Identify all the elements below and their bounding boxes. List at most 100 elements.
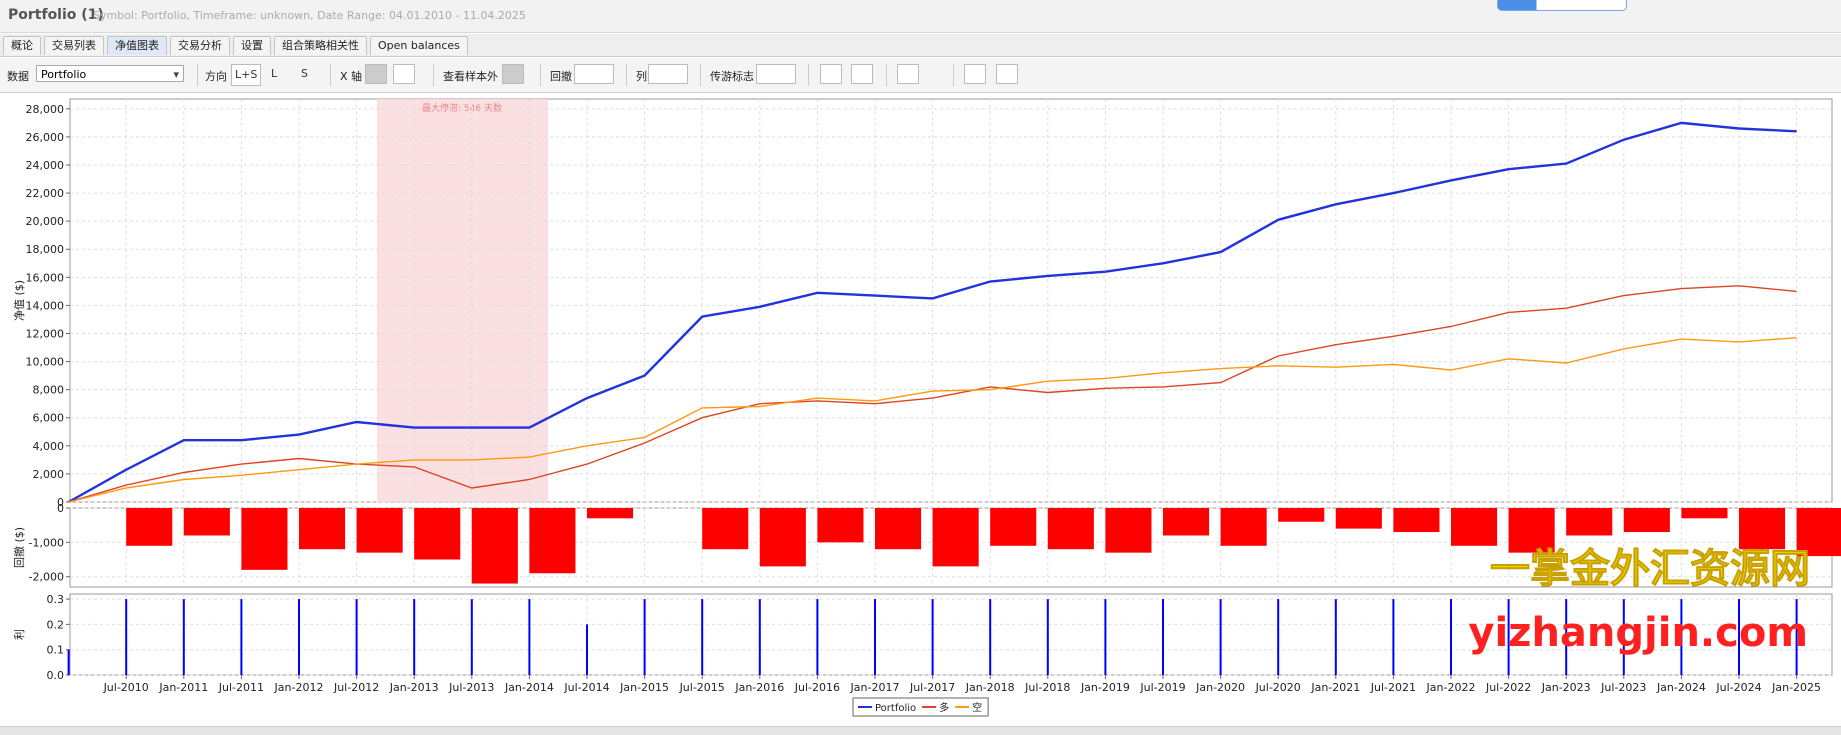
data-select[interactable]: Portfolio [36, 65, 184, 83]
y-tick-label: 0.3 [47, 593, 65, 606]
legend-label: 空 [972, 701, 982, 714]
direction-option[interactable]: L [271, 67, 278, 80]
bar [1393, 508, 1440, 533]
bar [298, 599, 300, 675]
toolbar: 数据 Portfolio 方向 L+S L S X 轴 查看样本外 回撤 列 传… [0, 58, 1841, 93]
bar [1047, 508, 1094, 550]
bar [528, 599, 531, 675]
x-tick-label: Jan-2016 [734, 681, 784, 694]
bar [1450, 599, 1452, 675]
icon-button[interactable] [820, 64, 842, 84]
y-axis-label: 回撤 ($) [12, 527, 26, 568]
bar [1738, 599, 1740, 675]
x-tick-label: Jan-2018 [965, 681, 1015, 694]
icon-button[interactable] [365, 64, 387, 84]
chart: 最大停滞: 546 天数 0 2,000 4,000 6,000 8,000 10,000 1… [12, 98, 1841, 717]
x-tick-label: Jul-2014 [563, 681, 609, 694]
bar [1739, 508, 1786, 550]
bar [1104, 599, 1107, 675]
label: 方向 [205, 70, 227, 83]
bar [1508, 508, 1555, 553]
x-tick-label: Jan-2021 [1310, 681, 1360, 694]
label: 回撤 [550, 70, 572, 83]
watermark: yizhangjin.com [1468, 610, 1808, 656]
window-subtitle: Symbol: Portfolio, Timeframe: unknown, D… [93, 9, 526, 22]
tab[interactable]: 概论 [3, 36, 41, 55]
x-tick-label: Jan-2015 [619, 681, 669, 694]
bar [702, 508, 749, 550]
bar [1681, 508, 1728, 519]
y-tick-label: 0 [57, 496, 64, 509]
bar [701, 599, 704, 675]
bar [1451, 508, 1498, 546]
icon-button[interactable] [393, 64, 415, 84]
y-tick-label: 0 [57, 502, 64, 515]
label: 数据 [7, 70, 29, 83]
tab[interactable]: 净值图表 [107, 36, 167, 55]
icon-button[interactable] [502, 64, 524, 84]
separator [886, 64, 887, 86]
bar [1623, 508, 1670, 533]
series-line [68, 337, 1797, 503]
x-tick-label: Jan-2014 [504, 681, 554, 694]
bar [1565, 599, 1568, 675]
direction-option[interactable]: S [301, 67, 308, 80]
bar [816, 599, 819, 675]
tab[interactable]: 设置 [233, 36, 271, 55]
bar [587, 508, 634, 519]
x-tick-label: Jul-2015 [679, 681, 725, 694]
x-tick-label: Jul-2024 [1715, 681, 1761, 694]
bar [817, 508, 864, 543]
bar [1278, 508, 1325, 522]
icon-button[interactable] [851, 64, 873, 84]
y-tick-label: 24,000 [26, 159, 65, 172]
bar [241, 508, 288, 570]
bar [1795, 599, 1798, 675]
tab[interactable]: Open balances [370, 36, 468, 55]
x-tick-label: Jul-2019 [1139, 681, 1185, 694]
bar [1219, 599, 1222, 675]
direction-option[interactable]: L+S [231, 64, 262, 86]
x-tick-label: Jan-2019 [1080, 681, 1130, 694]
progress-button[interactable] [1497, 0, 1627, 11]
bar [1162, 599, 1164, 675]
tab[interactable]: 交易列表 [44, 36, 104, 55]
y-tick-label: 20,000 [26, 215, 65, 228]
label: X 轴 [340, 70, 363, 83]
label: 传游标志 [710, 70, 754, 83]
icon-button[interactable] [648, 64, 688, 84]
label: 列 [636, 70, 647, 83]
icon-button[interactable] [756, 64, 796, 84]
bar [1622, 599, 1625, 675]
x-tick-label: Jul-2018 [1024, 681, 1070, 694]
y-tick-label: 8,000 [33, 384, 65, 397]
bar [413, 599, 416, 675]
bar [125, 599, 128, 675]
tab[interactable]: 交易分析 [170, 36, 230, 55]
icon-button[interactable] [897, 64, 919, 84]
bar [1277, 599, 1280, 675]
plot-area [69, 593, 1833, 676]
bar [126, 508, 173, 546]
bar [356, 508, 403, 553]
bar [299, 508, 346, 550]
separator [700, 64, 701, 86]
status-strip [0, 726, 1841, 735]
icon-button[interactable] [574, 64, 614, 84]
x-tick-label: Jul-2017 [909, 681, 955, 694]
watermark: 一掌金外汇资源网 [1490, 546, 1810, 592]
y-tick-label: -1,000 [29, 536, 64, 549]
title-bar: Portfolio (1) Symbol: Portfolio, Timefra… [0, 0, 1841, 33]
x-tick-label: Jul-2020 [1255, 681, 1301, 694]
series-line [68, 121, 1797, 504]
bar [240, 599, 243, 675]
bar [470, 599, 473, 675]
y-tick-label: 14,000 [26, 299, 65, 312]
tab[interactable]: 组合策略相关性 [274, 36, 367, 55]
bar [1680, 599, 1683, 675]
bar [1392, 599, 1395, 675]
x-tick-label: Jul-2016 [794, 681, 840, 694]
x-tick-label: Jan-2020 [1195, 681, 1245, 694]
icon-button[interactable] [996, 64, 1018, 84]
icon-button[interactable] [964, 64, 986, 84]
